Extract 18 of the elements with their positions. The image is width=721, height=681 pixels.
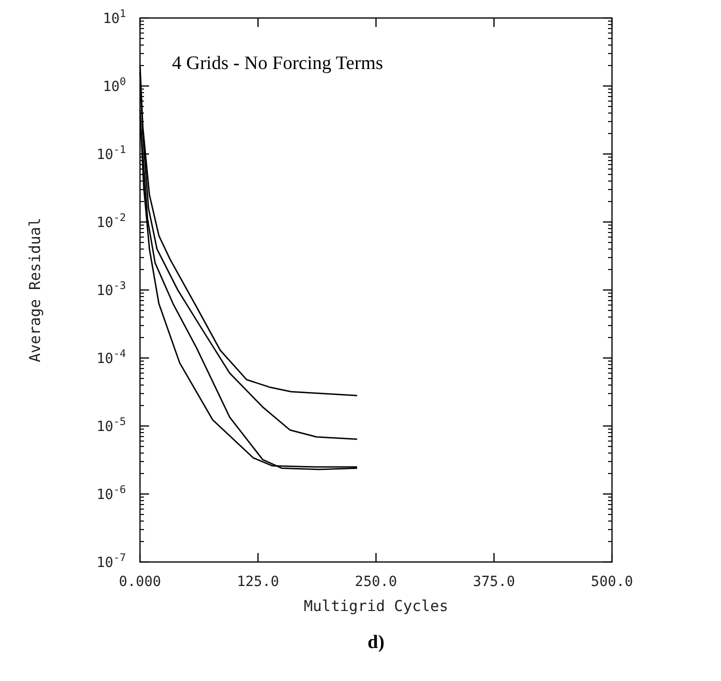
y-tick-label: 10$^{-2}$	[96, 212, 126, 231]
x-tick-label: 500.0	[590, 574, 634, 590]
text: 4 Grids - No Forcing Terms	[172, 53, 383, 74]
y-axis-title: Average Residual	[26, 218, 44, 362]
y-tick-label: 10$^{-3}$	[96, 280, 126, 299]
y-tick-label: 10$^{-6}$	[96, 484, 126, 503]
text: d)	[368, 632, 384, 653]
x-tick-label: 250.0	[354, 574, 398, 590]
y-tick-label: 10$^{-1}$	[96, 144, 126, 163]
x-tick-label: 0.000	[118, 574, 162, 590]
y-tick-label: 10$^{-4}$	[96, 348, 126, 367]
y-tick-label: 10$^{0}$	[102, 76, 126, 95]
y-tick-label: 10$^{-5}$	[96, 416, 126, 435]
y-tick-label: 10$^{-7}$	[96, 552, 126, 571]
x-axis-title: Multigrid Cycles	[304, 597, 448, 615]
y-tick-label: 10$^{1}$	[102, 8, 126, 27]
x-tick-label: 125.0	[236, 574, 280, 590]
x-tick-label: 375.0	[472, 574, 516, 590]
